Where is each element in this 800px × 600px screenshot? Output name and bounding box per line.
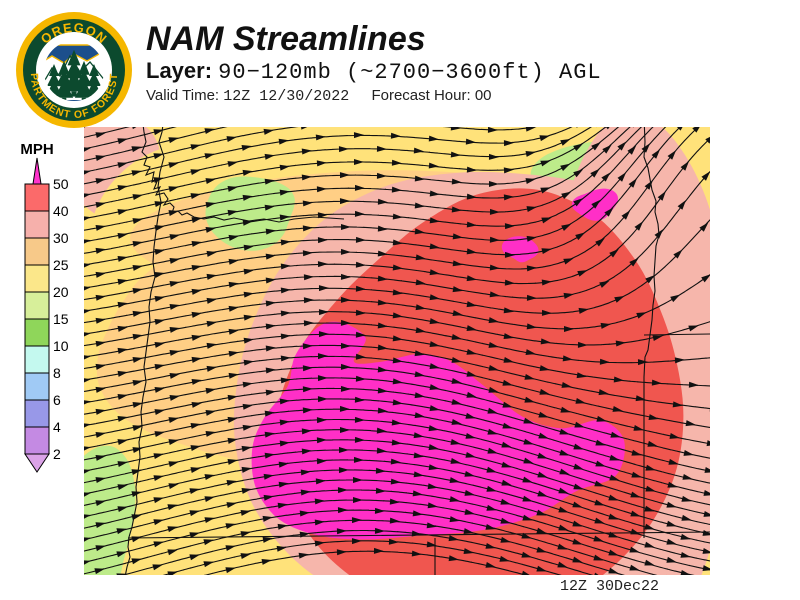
svg-text:8: 8 xyxy=(53,365,61,381)
svg-text:40: 40 xyxy=(53,203,69,219)
svg-text:6: 6 xyxy=(53,392,61,408)
svg-text:MPH: MPH xyxy=(20,141,53,158)
svg-text:4: 4 xyxy=(53,419,61,435)
svg-text:10: 10 xyxy=(53,338,69,354)
svg-text:20: 20 xyxy=(53,284,69,300)
svg-text:15: 15 xyxy=(53,311,69,327)
svg-text:25: 25 xyxy=(53,257,69,273)
svg-text:2: 2 xyxy=(53,446,61,462)
svg-text:30: 30 xyxy=(53,230,69,246)
svg-text:50: 50 xyxy=(53,176,69,192)
